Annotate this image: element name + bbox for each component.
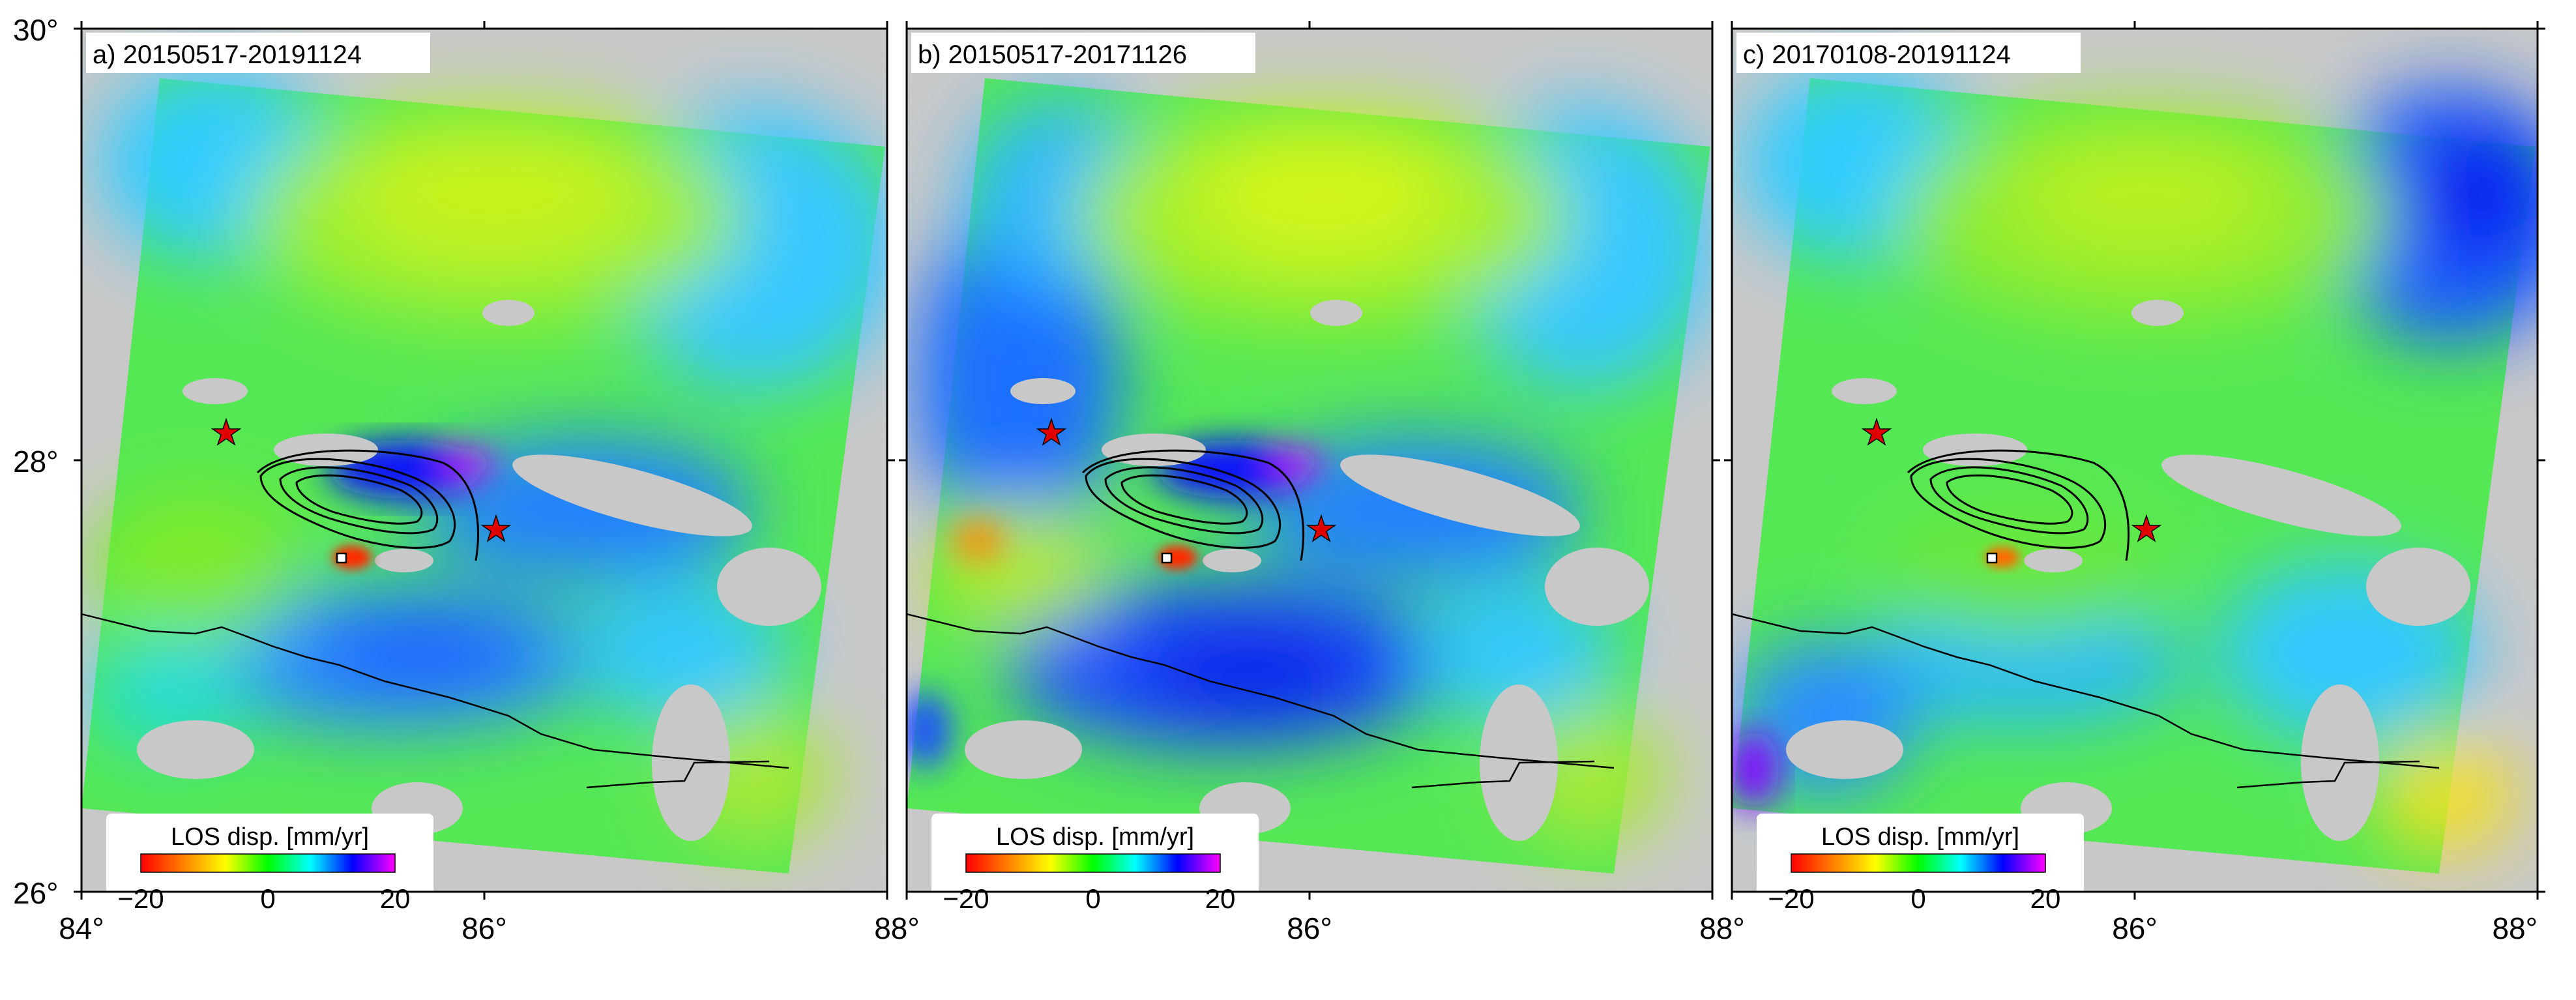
panel-label: a) 20150517-20191124 [93, 40, 362, 69]
x-tick-label-88: 88° [2492, 911, 2538, 945]
legend-box: LOS disp. [mm/yr] −20 0 20 [106, 814, 433, 914]
town-marker [1161, 552, 1173, 564]
x-tick-label-84: 84° [59, 911, 104, 945]
colorbar-tick-min: −20 [117, 883, 164, 914]
panel-label-box [86, 33, 430, 73]
coseismic-contours [1907, 449, 2130, 561]
velocity-field [81, 65, 887, 874]
colorbar-title: LOS disp. [mm/yr] [1821, 823, 2019, 851]
panel-c: LOS disp. [mm/yr] −20 0 20 c) 20170108-2… [1731, 27, 2539, 914]
panel-label: c) 20170108-20191124 [1743, 40, 2011, 69]
colorbar [965, 853, 1221, 873]
colorbar-tick-max: 20 [2030, 883, 2061, 914]
velocity-field [1732, 65, 2538, 874]
thrust-fault [81, 613, 789, 789]
legend-box: LOS disp. [mm/yr] −20 0 20 [931, 814, 1259, 914]
panel-label-box [1736, 33, 2081, 73]
no-data-gaps [137, 300, 821, 841]
y-tick-label-26: 26° [13, 876, 59, 910]
epicenter-star-icon [2131, 514, 2162, 542]
panel-label: b) 20150517-20171126 [918, 40, 1187, 69]
colorbar-tick-max: 20 [1205, 883, 1236, 914]
axis-labels: 30° 28° 26° 84° 86° 88° 86° 88° 86° 88° [13, 13, 2538, 945]
colorbar-title: LOS disp. [mm/yr] [996, 823, 1194, 851]
coseismic-contours [256, 449, 479, 561]
velocity-field [907, 78, 1712, 874]
y-tick-label-28: 28° [13, 445, 59, 478]
colorbar [1791, 853, 2046, 873]
epicenter-star-icon [1306, 514, 1337, 542]
colorbar-tick-mid: 0 [260, 883, 275, 914]
thrust-fault [906, 613, 1615, 789]
colorbar-tick-min: −20 [943, 883, 989, 914]
colorbar-tick-mid: 0 [1910, 883, 1925, 914]
panel-label-box [911, 33, 1255, 73]
town-marker [336, 552, 347, 564]
town-marker [1986, 552, 1998, 564]
colorbar-tick-mid: 0 [1085, 883, 1100, 914]
x-tick-label-86: 86° [2112, 911, 2158, 945]
x-tick-label-86: 86° [461, 911, 507, 945]
colorbar-tick-min: −20 [1768, 883, 1814, 914]
axis-ticks [74, 21, 2545, 900]
earthquake-epicenters [1036, 417, 1337, 542]
epicenter-star-icon [1036, 417, 1067, 446]
x-tick-label-88: 88° [874, 911, 920, 945]
colorbar-tick-max: 20 [380, 883, 411, 914]
panel-a: LOS disp. [mm/yr] −20 0 20 a) 20150517-2… [80, 27, 888, 914]
earthquake-epicenters [211, 417, 512, 542]
earthquake-epicenters [1861, 417, 2162, 542]
coseismic-contours [1081, 449, 1304, 561]
epicenter-star-icon [211, 417, 242, 446]
colorbar-title: LOS disp. [mm/yr] [171, 823, 369, 851]
legend-box: LOS disp. [mm/yr] −20 0 20 [1757, 814, 2084, 914]
epicenter-star-icon [480, 514, 512, 542]
thrust-fault [1731, 613, 2440, 789]
x-tick-label-86: 86° [1287, 911, 1332, 945]
colorbar [140, 853, 396, 873]
x-tick-label-88: 88° [1699, 911, 1745, 945]
panel-b: LOS disp. [mm/yr] −20 0 20 b) 20150517-2… [905, 27, 1714, 914]
y-tick-label-30: 30° [13, 13, 59, 47]
epicenter-star-icon [1861, 417, 1892, 446]
no-data-gaps [1786, 300, 2470, 841]
